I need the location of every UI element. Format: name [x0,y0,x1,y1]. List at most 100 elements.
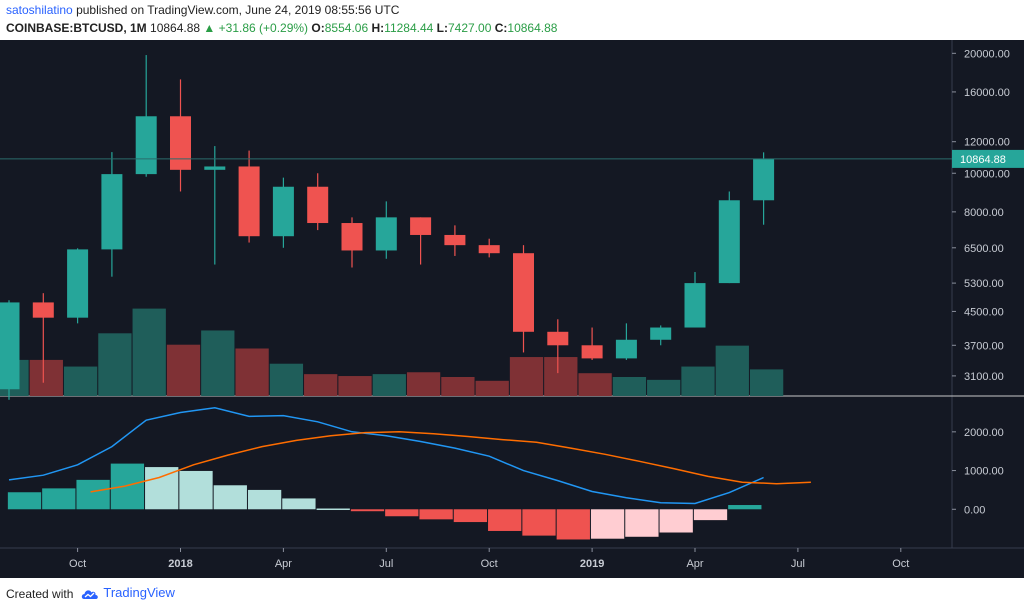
macd-histogram-bar [728,505,762,510]
volume-bar [647,379,681,396]
macd-histogram-bar [282,498,316,510]
symbol-info: COINBASE:BTCUSD, 1M 10864.88 ▲ +31.86 (+… [6,21,557,35]
candle-body [238,166,260,237]
time-tick-label: Apr [275,558,292,570]
candle-body [170,116,191,170]
macd-histogram-bar [522,509,556,536]
macd-tick-label: 0.00 [964,504,985,516]
macd-histogram-bar [42,488,76,510]
macd-histogram-bar [145,467,179,510]
chart-header: satoshilatino published on TradingView.c… [0,0,1024,40]
high-label: H: [371,21,385,35]
macd-histogram-bar [7,492,42,510]
time-tick-label: 2019 [580,558,604,570]
volume-bar [509,357,544,396]
volume-bar [441,377,475,396]
time-tick-label: Apr [686,558,703,570]
volume-bar [475,380,509,396]
candle-body [101,174,123,250]
time-tick-label: Oct [481,558,498,570]
volume-bar [304,374,338,396]
published-text: published on TradingView.com, June 24, 2… [76,3,400,17]
macd-histogram-bar [659,509,693,533]
open-label: O: [311,21,325,35]
time-tick-label: Jul [379,558,393,570]
volume-bar [749,369,784,396]
volume-bar [63,366,98,396]
volume-bar [201,330,235,396]
price-tick-label: 3700.00 [964,340,1004,352]
low-label: L: [436,21,448,35]
candle-body [650,327,672,340]
open-value: 8554.06 [324,21,369,35]
macd-histogram-bar [76,479,110,510]
macd-histogram-bar [419,509,453,520]
macd-histogram-bar [350,509,385,512]
volume-bar [681,366,715,396]
candle-body [32,302,54,318]
macd-histogram-bar [247,489,282,510]
candle-body [410,217,432,235]
publish-info: satoshilatino published on TradingView.c… [6,3,399,17]
macd-line [8,407,764,505]
high-value: 11284.44 [384,21,434,35]
time-tick-label: Oct [892,558,909,570]
last-price-tag [952,149,1024,168]
price-tick-label: 20000.00 [964,48,1010,60]
candle-body [341,223,363,251]
volume-bar [98,333,132,396]
price-change: +31.86 (+0.29%) [218,21,309,35]
macd-tick-label: 2000.00 [964,427,1004,439]
last-price-label: 10864.88 [960,154,1006,166]
price-tick-label: 4500.00 [964,306,1004,318]
up-arrow-icon: ▲ [203,21,216,35]
candle-body [444,234,466,246]
volume-bar [235,348,269,396]
price-tick-label: 3100.00 [964,371,1004,383]
candle-body [478,245,500,254]
macd-histogram-bar [693,509,728,521]
volume-bar [269,363,304,396]
time-tick-label: Oct [69,558,86,570]
macd-histogram-bar [316,508,350,511]
candle-body [753,158,775,201]
macd-tick-label: 1000.00 [964,466,1004,478]
close-value: 10864.88 [507,21,558,35]
candle-body [581,345,603,359]
candle-body [718,200,740,284]
tradingview-logo[interactable]: TradingView [80,585,175,601]
author-link[interactable]: satoshilatino [6,3,73,17]
chart-footer: Created with TradingView [0,578,1024,611]
price-tick-label: 8000.00 [964,207,1004,219]
price-tick-label: 5300.00 [964,278,1004,290]
price-tick-label: 16000.00 [964,87,1010,99]
candle-body [272,186,294,237]
volume-bar [29,359,63,396]
candle-body [375,217,397,251]
macd-histogram-bar [556,509,590,540]
macd-histogram-bar [453,509,488,523]
tradingview-brand: TradingView [103,585,175,600]
candle-body [0,302,20,390]
candle-body [67,249,89,318]
tradingview-cloud-icon [81,589,98,599]
volume-bar [166,344,201,396]
volume-bar [338,376,372,396]
candle-body [307,186,329,224]
volume-bar [612,377,647,396]
price-tick-label: 6500.00 [964,243,1004,255]
candle-body [684,283,706,328]
last-price: 10864.88 [150,21,201,35]
volume-bar [406,372,441,396]
price-tick-label: 10000.00 [964,168,1010,180]
signal-line [90,431,811,493]
price-tick-label: 12000.00 [964,137,1010,149]
macd-histogram-bar [110,463,145,510]
candle-body [204,166,226,170]
time-tick-label: Jul [791,558,805,570]
macd-histogram-bar [488,509,522,531]
price-chart[interactable]: 10864.88 3100.00 3700.00 4500.00 5300.00 6500… [0,40,1024,578]
volume-bar [715,345,749,396]
volume-bar [372,374,406,396]
macd-histogram-bar [385,509,419,517]
